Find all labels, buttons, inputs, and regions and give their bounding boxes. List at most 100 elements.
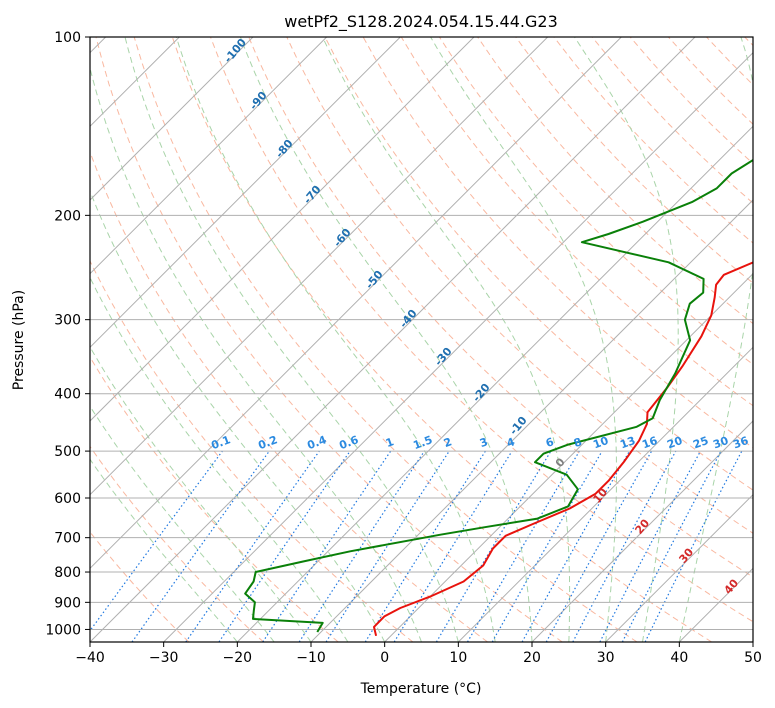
mixing-ratio-line [393, 450, 513, 642]
x-tick-label: −40 [75, 650, 105, 666]
x-tick-label: 0 [380, 650, 389, 666]
dry-adiabat [171, 37, 712, 642]
isotherm-label: -40 [397, 307, 420, 331]
dry-adiabat [286, 37, 753, 534]
mixing-ratio-label: 4 [505, 435, 517, 450]
isotherm [605, 493, 753, 642]
mixing-ratio-label: 30 [711, 434, 730, 452]
y-tick-label: 800 [54, 565, 81, 581]
dry-adiabat [90, 150, 488, 642]
x-tick-label: −20 [223, 650, 253, 666]
isotherm [90, 37, 696, 642]
dry-adiabat [553, 37, 753, 244]
isotherm-label: -100 [221, 36, 249, 66]
mixing-ratio-line [218, 450, 351, 642]
x-tick-label: 50 [744, 650, 762, 666]
dry-adiabat [706, 37, 753, 86]
isotherm [678, 567, 753, 642]
line-labels: -100 -90 -80-70 -60 -50 -40 -30 -20 -10 0.1 0.2 0.4… [209, 36, 750, 597]
mixing-ratio-label: 10 [591, 434, 610, 452]
x-tick-label: −30 [149, 650, 179, 666]
isotherm [236, 125, 753, 642]
x-tick-label: 40 [670, 650, 688, 666]
isotherm [90, 37, 254, 201]
moist-adiabat [239, 37, 533, 642]
isotherm-label: -80 [273, 137, 296, 161]
mixing-ratio-line [185, 450, 320, 642]
temperature-line [373, 261, 753, 637]
theta-label: 20 [632, 516, 652, 536]
isotherm-label: -50 [363, 268, 386, 292]
isotherm-label: -90 [247, 89, 270, 113]
x-tick-label: 20 [523, 650, 541, 666]
moist-adiabat [90, 65, 422, 642]
dry-adiabat [744, 37, 753, 47]
isotherm [752, 641, 753, 642]
mixing-ratio-line [545, 450, 653, 642]
y-tick-label: 700 [54, 531, 81, 547]
isotherm-label: -30 [432, 345, 455, 369]
theta-label: 30 [676, 545, 696, 565]
dewpoint-line [244, 158, 753, 633]
mixing-ratio-line [262, 450, 392, 642]
isotherm [90, 37, 328, 275]
dry-adiabat [90, 445, 264, 642]
isotherm [384, 272, 753, 642]
mixing-ratio-label: 0.2 [256, 433, 279, 452]
mixing-ratio-label: 8 [572, 435, 584, 450]
chart-title: wetPf2_S128.2024.054.15.44.G23 [284, 12, 558, 32]
dry-adiabat [248, 37, 753, 578]
mixing-ratio-label: 2 [442, 435, 454, 450]
x-tick-label: 10 [449, 650, 467, 666]
mixing-ratio-label: 25 [691, 434, 710, 451]
mixing-ratio-label: 20 [665, 434, 684, 452]
moist-adiabat [90, 345, 312, 642]
x-tick-label: −10 [296, 650, 326, 666]
mixing-ratio-label: 13 [618, 434, 637, 451]
mixing-ratio-label: 0.1 [209, 433, 232, 452]
mixing-ratio-label: 1 [384, 435, 396, 450]
y-tick-label: 900 [54, 595, 81, 611]
isotherm-label: -70 [301, 183, 324, 207]
profile-layer [244, 158, 753, 637]
mixing-ratio-line [90, 450, 223, 632]
moist-adiabat [124, 37, 459, 642]
moist-adiabat [90, 405, 275, 642]
isotherm [90, 37, 401, 349]
y-tick-label: 500 [54, 444, 81, 460]
x-axis: −40 −30 −20 −10 0 10 20 30 40 50 [75, 642, 762, 666]
y-tick-label: 400 [54, 387, 81, 403]
theta-label: 40 [721, 576, 741, 596]
dry-adiabat [90, 531, 190, 642]
mixing-ratio-label: 1.5 [411, 433, 434, 452]
moist-adiabat [90, 458, 238, 642]
theta-label: 10 [590, 485, 610, 505]
mixing-ratio-line [572, 450, 677, 642]
isotherm [90, 37, 475, 422]
mixing-ratio-line [521, 450, 631, 642]
mixing-ratio-label: 16 [640, 434, 659, 452]
mixing-ratio-line [466, 450, 580, 642]
isotherm [457, 346, 753, 642]
dry-adiabat [90, 356, 339, 642]
isotherm [531, 420, 753, 642]
mixing-ratio-label: 0.6 [337, 433, 360, 452]
dry-adiabat [324, 37, 753, 491]
y-axis: 1000 900 800 700 600 500 400 300 200 100 [45, 30, 90, 638]
mixing-ratio-line [325, 450, 450, 642]
x-tick-label: 30 [597, 650, 615, 666]
mixing-ratio-label: 36 [731, 434, 750, 452]
moist-adiabat [574, 37, 679, 642]
background-lines [90, 37, 753, 642]
y-tick-label: 1000 [45, 622, 81, 638]
mixing-ratio-label: 0.4 [305, 433, 328, 452]
y-tick-label: 200 [54, 208, 81, 224]
plot-frame [89, 36, 754, 643]
y-axis-title: Pressure (hPa) [11, 290, 27, 390]
isotherm-label: -20 [470, 381, 493, 405]
y-tick-label: 300 [54, 313, 81, 329]
moist-adiabat [90, 189, 386, 642]
moist-adiabat [90, 276, 349, 642]
